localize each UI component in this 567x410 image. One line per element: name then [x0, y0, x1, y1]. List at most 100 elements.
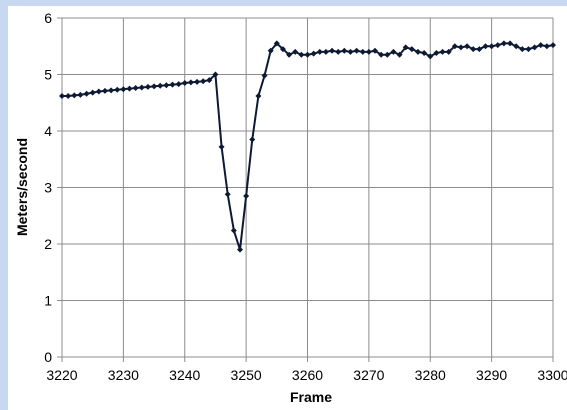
data-point-marker [439, 48, 446, 55]
data-point-marker [396, 51, 403, 58]
data-point-marker [59, 92, 65, 99]
data-point-marker [267, 47, 274, 54]
data-point-marker [95, 88, 102, 95]
data-point-marker [175, 81, 182, 88]
x-tick-label: 3240 [169, 367, 200, 383]
data-point-marker [218, 143, 225, 150]
data-point-marker [230, 227, 237, 234]
data-point-marker [494, 42, 501, 49]
data-point-marker [108, 87, 115, 94]
data-point-marker [353, 47, 360, 54]
data-point-marker [341, 47, 348, 54]
data-point-marker [157, 82, 164, 89]
data-point-marker [365, 48, 372, 55]
data-point-marker [335, 48, 342, 55]
data-point-marker [500, 40, 507, 47]
series-layer [59, 40, 556, 253]
data-point-marker [255, 92, 262, 99]
data-point-marker [77, 91, 84, 98]
data-point-marker [163, 82, 170, 89]
data-point-marker [372, 47, 379, 54]
data-point-marker [89, 89, 96, 96]
data-point-marker [310, 50, 317, 57]
x-tick-label: 3300 [537, 367, 567, 383]
data-point-marker [187, 79, 194, 86]
data-point-marker [243, 192, 250, 199]
data-point-marker [519, 46, 526, 53]
data-point-marker [402, 44, 409, 51]
data-point-marker [181, 79, 188, 86]
data-point-marker [114, 86, 121, 93]
data-point-marker [427, 53, 434, 60]
x-tick-label: 3260 [292, 367, 323, 383]
y-tick-label: 0 [44, 349, 52, 365]
data-point-marker [414, 48, 421, 55]
tick-labels: 0 1 2 3 4 5 6 3220 3230 3240 3250 3260 3270 3280 3290 3… [44, 10, 567, 383]
data-point-marker [488, 43, 495, 50]
data-point-marker [279, 46, 286, 53]
data-point-marker [378, 51, 385, 58]
data-point-marker [200, 78, 207, 85]
data-point-marker [144, 83, 151, 90]
data-point-marker [531, 44, 538, 51]
gridlines [62, 17, 554, 357]
data-point-marker [236, 246, 243, 253]
data-point-marker [421, 50, 428, 57]
data-point-marker [433, 50, 440, 57]
data-point-marker [513, 43, 520, 50]
data-point-marker [384, 51, 391, 58]
y-tick-label: 1 [44, 293, 52, 309]
x-tick-label: 3290 [476, 367, 507, 383]
data-point-marker [408, 46, 415, 53]
data-point-marker [390, 48, 397, 55]
data-point-marker [476, 46, 483, 53]
y-tick-label: 3 [44, 180, 52, 196]
data-point-marker [292, 48, 299, 55]
data-point-marker [543, 43, 550, 50]
data-point-marker [138, 84, 145, 91]
data-point-marker [261, 72, 268, 79]
data-point-marker [507, 40, 514, 47]
data-point-marker [470, 46, 477, 53]
data-point-marker [464, 43, 471, 50]
y-tick-label: 5 [44, 67, 52, 83]
data-point-marker [224, 191, 231, 198]
data-point-marker [445, 48, 452, 55]
data-point-marker [329, 47, 336, 54]
x-tick-label: 3230 [108, 367, 139, 383]
data-point-marker [525, 46, 532, 53]
data-point-marker [101, 87, 108, 94]
data-point-marker [550, 42, 556, 49]
data-point-marker [83, 90, 90, 97]
data-point-marker [451, 43, 458, 50]
y-axis-title: Meters/second [14, 138, 30, 236]
data-point-marker [298, 51, 305, 58]
data-point-marker [132, 85, 139, 92]
y-tick-label: 2 [44, 236, 52, 252]
data-point-marker [212, 71, 219, 78]
data-point-marker [206, 77, 213, 84]
data-point-marker [151, 83, 158, 90]
data-point-marker [322, 48, 329, 55]
x-axis-title: Frame [290, 389, 332, 405]
x-tick-label: 3270 [353, 367, 384, 383]
x-tick-label: 3280 [415, 367, 446, 383]
data-point-marker [120, 86, 127, 93]
data-point-marker [359, 48, 366, 55]
data-point-marker [457, 44, 464, 51]
x-tick-label: 3250 [231, 367, 262, 383]
x-tick-label: 3220 [46, 367, 77, 383]
data-point-marker [304, 51, 311, 58]
axes [57, 17, 554, 362]
data-point-marker [286, 51, 293, 58]
data-point-marker [249, 136, 256, 143]
data-point-marker [347, 48, 354, 55]
data-point-marker [537, 42, 544, 49]
data-point-marker [482, 43, 489, 50]
data-point-marker [126, 85, 133, 92]
data-point-marker [194, 78, 201, 85]
chart-panel [8, 6, 567, 410]
data-point-marker [316, 48, 323, 55]
